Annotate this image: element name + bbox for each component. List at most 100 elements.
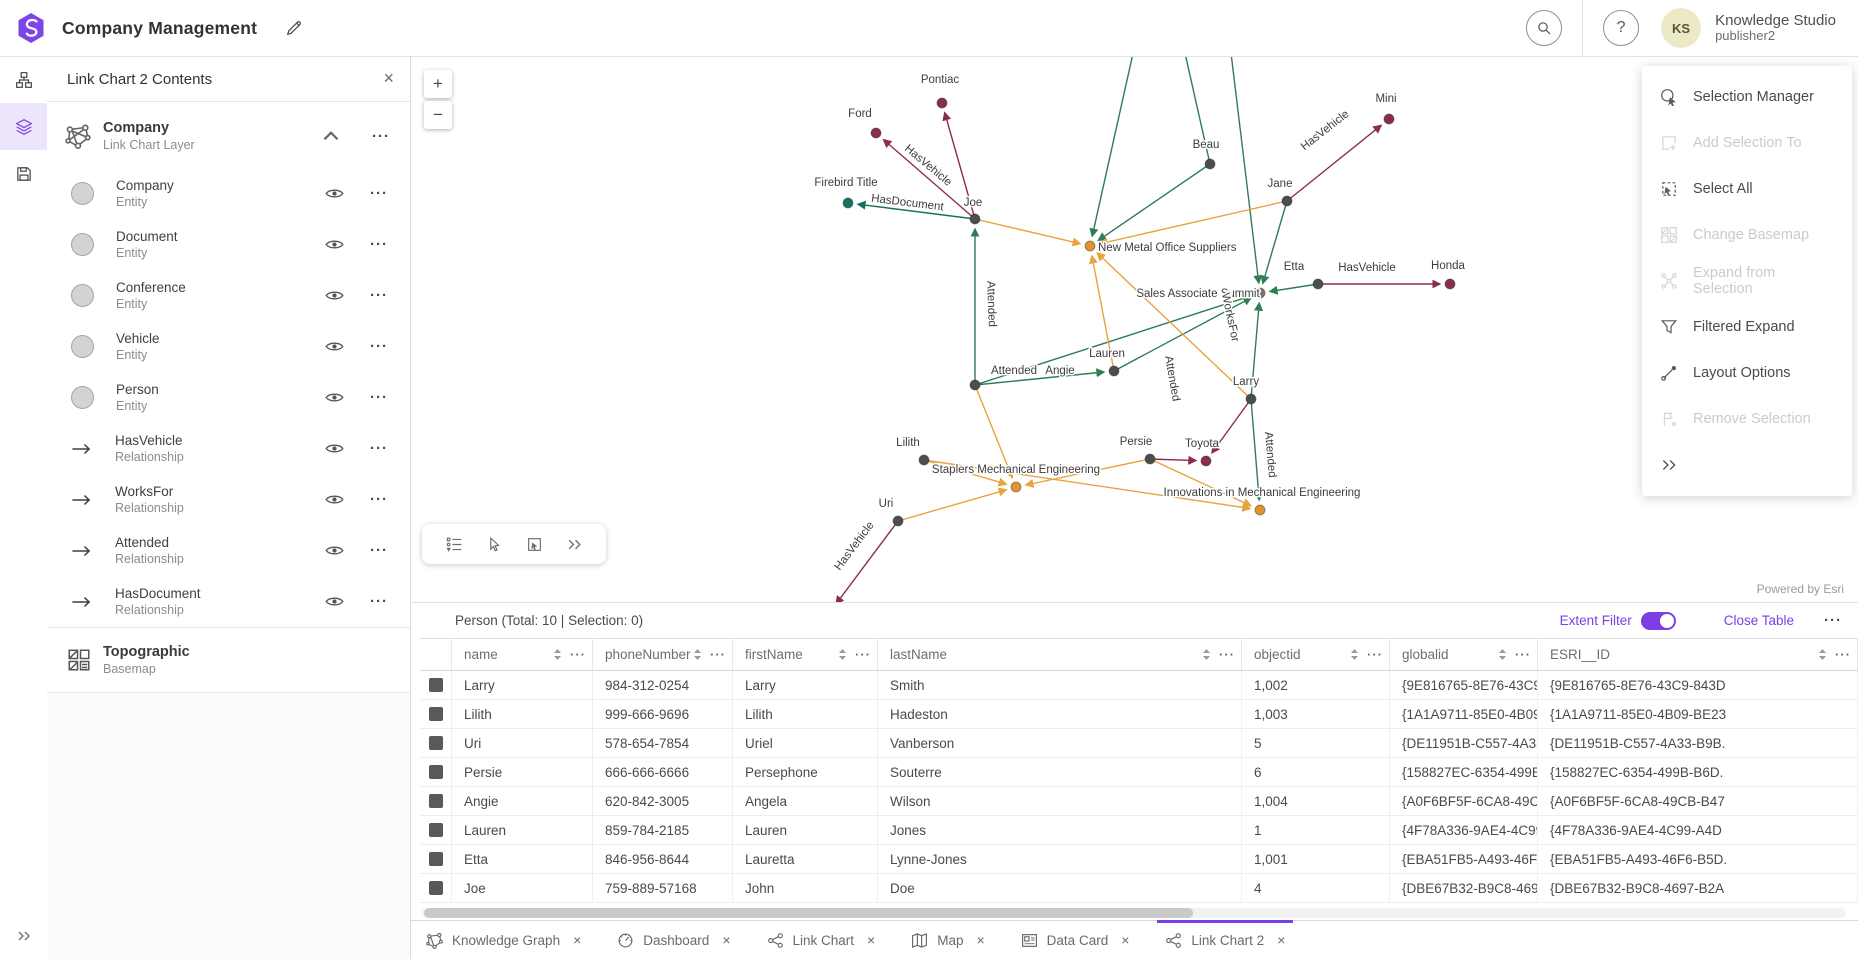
tab-map[interactable]: Map × (911, 921, 985, 959)
visibility-eye-icon[interactable] (325, 286, 344, 305)
column-options-icon[interactable]: ··· (1835, 647, 1851, 662)
edge-Attended[interactable] (1260, 200, 1288, 285)
node-honda[interactable] (1444, 278, 1456, 290)
rail-save-button[interactable] (0, 150, 47, 197)
zoom-out-button[interactable]: − (424, 101, 452, 129)
edge-Attended[interactable] (1097, 163, 1211, 242)
menu-item-layout-options[interactable]: Layout Options (1642, 350, 1852, 396)
horizontal-scrollbar[interactable] (422, 908, 1846, 918)
row-checkbox[interactable] (428, 794, 443, 808)
legend-list-button[interactable] (434, 531, 474, 557)
column-header-ESRI__ID[interactable]: ESRI__ID ··· (1538, 639, 1858, 670)
item-options-icon[interactable]: ··· (370, 236, 388, 253)
close-panel-button[interactable]: × (383, 68, 394, 88)
expand-rail-button[interactable] (0, 921, 47, 951)
node-lilith[interactable] (918, 454, 930, 466)
edge-WorksFor[interactable] (1024, 458, 1151, 488)
node-pontiac[interactable] (936, 97, 948, 109)
sort-icon[interactable] (1818, 648, 1827, 661)
link-chart-graph[interactable]: Pontiac Ford Firebird Title Joe Beau Jane Mini… (410, 56, 1858, 602)
edge-WorksFor[interactable] (1098, 200, 1288, 247)
edge-HasVehicle[interactable] (942, 111, 976, 220)
layer-item-hasdocument[interactable]: HasDocument Relationship ··· (47, 576, 410, 627)
node-uri[interactable] (892, 515, 904, 527)
visibility-eye-icon[interactable] (325, 184, 344, 203)
zoom-in-button[interactable]: + (424, 70, 452, 98)
item-options-icon[interactable]: ··· (370, 287, 388, 304)
edge-Attended[interactable] (974, 294, 1252, 386)
tab-close-icon[interactable]: × (867, 932, 876, 948)
sort-icon[interactable] (1202, 648, 1211, 661)
sort-icon[interactable] (1498, 648, 1507, 661)
visibility-eye-icon[interactable] (325, 490, 344, 509)
layer-item-attended[interactable]: Attended Relationship ··· (47, 525, 410, 576)
link-chart-canvas[interactable]: Pontiac Ford Firebird Title Joe Beau Jane Mini… (410, 56, 1858, 602)
column-options-icon[interactable]: ··· (1367, 647, 1383, 662)
table-row[interactable]: Etta 846-956-8644 Lauretta Lynne-Jones 1,001… (420, 845, 1858, 874)
edge-WorksFor[interactable] (923, 459, 1252, 512)
item-options-icon[interactable]: ··· (370, 389, 388, 406)
column-header-phoneNumber[interactable]: phoneNumber ··· (593, 639, 733, 670)
sort-icon[interactable] (553, 648, 562, 661)
node-etta[interactable] (1312, 278, 1324, 290)
edge-Attended[interactable] (1250, 301, 1264, 400)
tab-close-icon[interactable]: × (976, 932, 985, 948)
tab-link-chart[interactable]: Link Chart × (767, 921, 876, 959)
tab-close-icon[interactable]: × (722, 932, 731, 948)
edge-Attended[interactable] (974, 368, 1106, 386)
node-joe[interactable] (969, 213, 981, 225)
app-logo-icon[interactable] (16, 12, 46, 44)
edge-WorksFor[interactable] (1088, 254, 1115, 372)
visibility-eye-icon[interactable] (325, 439, 344, 458)
edge-Attended[interactable] (1089, 56, 1138, 238)
collapse-layer-icon[interactable] (318, 123, 344, 149)
tab-link-chart-2[interactable]: Link Chart 2 × (1157, 920, 1294, 959)
edge-WorksFor[interactable] (897, 487, 1008, 522)
sort-icon[interactable] (693, 648, 702, 661)
node-staplers[interactable] (1010, 481, 1022, 493)
edge-HasVehicle[interactable] (1286, 124, 1383, 202)
help-button[interactable]: ? (1603, 10, 1640, 46)
item-options-icon[interactable]: ··· (370, 338, 388, 355)
table-row[interactable]: Joe 759-889-57168 John Doe 4 {DBE67B32-B9C8-4… (420, 874, 1858, 903)
row-checkbox[interactable] (428, 765, 443, 779)
edge-WorksFor[interactable] (923, 459, 1008, 487)
node-nmos[interactable] (1084, 240, 1096, 252)
edge-Attended[interactable] (1250, 398, 1264, 502)
item-options-icon[interactable]: ··· (370, 440, 388, 457)
layer-item-document[interactable]: Document Entity ··· (47, 219, 410, 270)
layer-options-icon[interactable]: ··· (372, 127, 390, 145)
tab-data-card[interactable]: Data Card × (1021, 921, 1130, 959)
item-options-icon[interactable]: ··· (370, 185, 388, 202)
node-beau[interactable] (1204, 158, 1216, 170)
table-row[interactable]: Lauren 859-784-2185 Lauren Jones 1 {4F78A336-… (420, 816, 1858, 845)
row-checkbox[interactable] (428, 881, 443, 895)
edge-WorksFor[interactable] (1096, 251, 1252, 400)
layer-item-conference[interactable]: Conference Entity ··· (47, 270, 410, 321)
edge-Attended[interactable] (1268, 283, 1319, 295)
edge-Attended[interactable] (1228, 56, 1263, 285)
node-larry[interactable] (1245, 393, 1257, 405)
row-checkbox[interactable] (428, 823, 443, 837)
column-header-firstName[interactable]: firstName ··· (733, 639, 878, 670)
column-header-name[interactable]: name ··· (452, 639, 593, 670)
sort-icon[interactable] (1350, 648, 1359, 661)
table-options-icon[interactable]: ··· (1824, 612, 1842, 629)
edge-HasVehicle[interactable] (1149, 455, 1198, 465)
column-options-icon[interactable]: ··· (570, 647, 586, 662)
visibility-eye-icon[interactable] (325, 235, 344, 254)
tab-close-icon[interactable]: × (573, 932, 582, 948)
visibility-eye-icon[interactable] (325, 541, 344, 560)
basemap-row[interactable]: Topographic Basemap (47, 628, 410, 692)
edge-WorksFor[interactable] (1149, 458, 1253, 507)
tab-close-icon[interactable]: × (1121, 932, 1130, 948)
item-options-icon[interactable]: ··· (370, 542, 388, 559)
node-ford[interactable] (870, 127, 882, 139)
user-block[interactable]: Knowledge Studio publisher2 (1715, 12, 1836, 44)
menu-item-selection-manager[interactable]: Selection Manager (1642, 74, 1852, 120)
column-options-icon[interactable]: ··· (855, 647, 871, 662)
menu-item-collapse[interactable]: Collapse (1642, 442, 1852, 488)
visibility-eye-icon[interactable] (325, 388, 344, 407)
rail-contents-button[interactable] (0, 103, 47, 150)
rail-project-button[interactable] (0, 56, 47, 103)
